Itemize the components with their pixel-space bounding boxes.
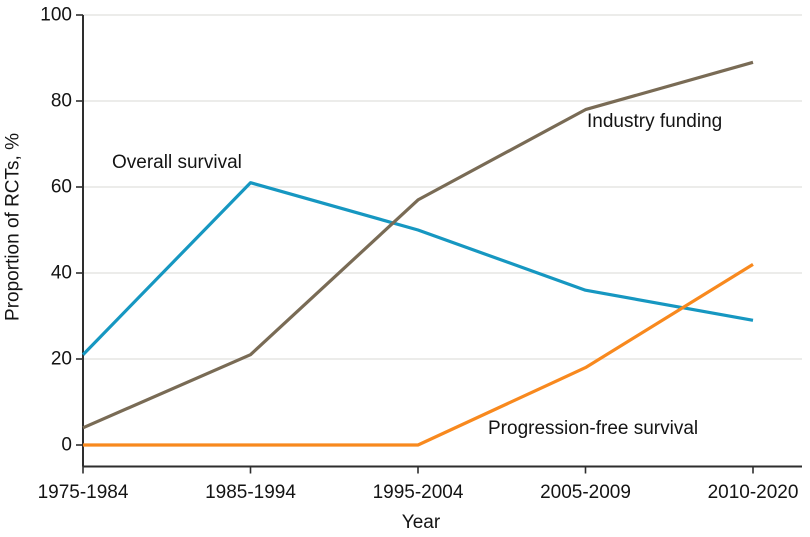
x-axis-tick-label: 1995-2004 [372,482,464,503]
series-line-overall-survival [81,181,754,356]
y-axis-title: Proportion of RCTs, % [2,133,24,321]
y-axis-tick-label: 60 [50,176,72,198]
y-axis-tick-label: 20 [50,348,72,370]
x-axis-title: Year [401,512,441,533]
y-axis-tick-label: 100 [40,4,72,26]
y-axis-tick-label: 0 [61,434,72,456]
series-label-progression-free-survival: Progression-free survival [488,418,699,439]
series-line-industry-funding [82,60,754,430]
series-label-overall-survival: Overall survival [112,152,242,173]
x-axis-tick-label: 1975-1984 [37,482,129,503]
y-axis-tick-label: 40 [50,262,72,284]
x-axis-tick-label: 1985-1994 [205,482,296,503]
series-label-industry-funding: Industry funding [587,111,723,132]
y-axis-tick-label: 80 [50,90,72,112]
x-axis-tick-label: 2005-2009 [540,482,631,503]
series-line-progression-free-survival [83,263,754,447]
x-axis-tick-label: 2010-2020 [707,482,799,503]
